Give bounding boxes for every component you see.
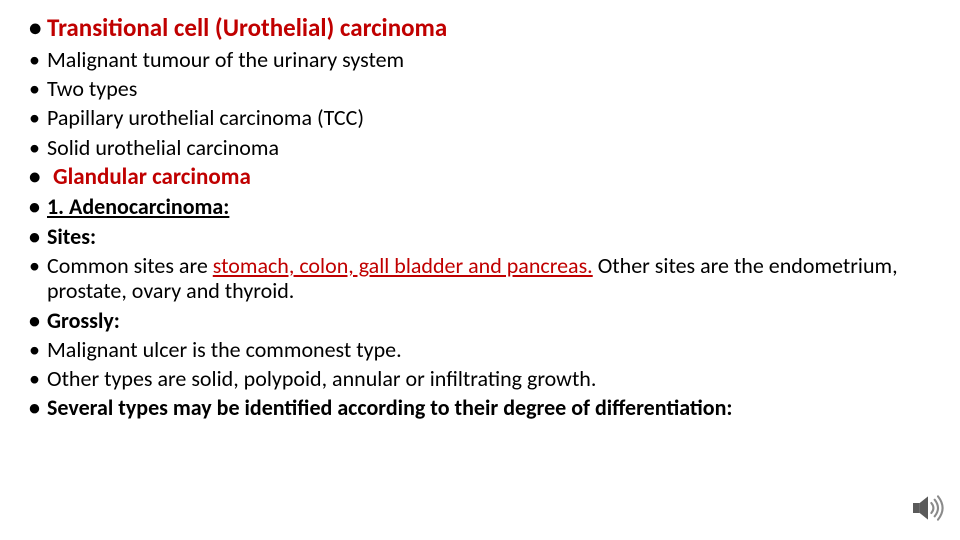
speaker-icon <box>908 488 948 528</box>
speaker-glyph <box>913 496 943 519</box>
bullet-item: Sites: <box>25 224 940 249</box>
bullet-item: Malignant tumour of the urinary system <box>25 47 940 72</box>
bullet-item: Transitional cell (Urothelial) carcinoma <box>25 14 940 43</box>
bullet-item: Malignant ulcer is the commonest type. <box>25 337 940 362</box>
bullet-item: Several types may be identified accordin… <box>25 395 940 420</box>
bullet-item: 1. Adenocarcinoma: <box>25 194 940 219</box>
bullet-item: Two types <box>25 76 940 101</box>
slide-content: Transitional cell (Urothelial) carcinoma… <box>0 0 960 435</box>
text-segment: stomach, colon, gall bladder and pancrea… <box>213 252 593 279</box>
bullet-item: Grossly: <box>25 308 940 333</box>
bullet-item: Papillary urothelial carcinoma (TCC) <box>25 105 940 130</box>
bullet-item: Common sites are stomach, colon, gall bl… <box>25 253 940 304</box>
bullet-item: Solid urothelial carcinoma <box>25 135 940 160</box>
bullet-list: Transitional cell (Urothelial) carcinoma… <box>25 14 940 421</box>
text-segment: Common sites are <box>47 252 213 279</box>
bullet-item: Other types are solid, polypoid, annular… <box>25 366 940 391</box>
bullet-item: Glandular carcinoma <box>25 164 940 190</box>
